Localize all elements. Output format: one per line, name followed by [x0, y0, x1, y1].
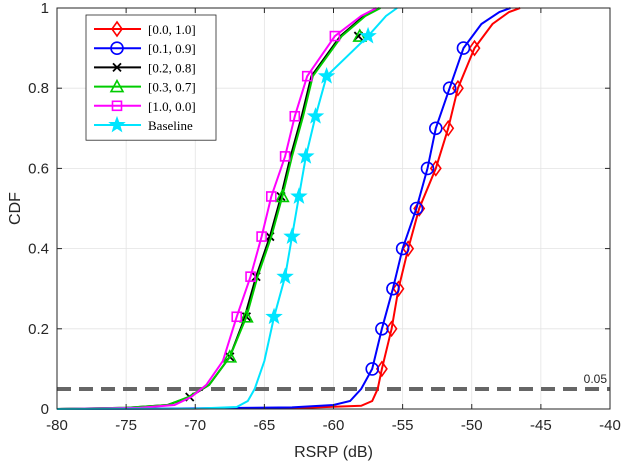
data-point: [290, 187, 308, 204]
x-tick-label: -80: [46, 417, 68, 434]
x-tick-label: -45: [530, 417, 552, 434]
series-5: [56, 7, 377, 410]
series-line: [56, 7, 381, 410]
legend-label: [0.1, 0.9]: [148, 41, 196, 56]
series-line: [56, 7, 377, 410]
data-point: [289, 110, 301, 122]
series-6: [56, 7, 398, 410]
data-point: [279, 151, 291, 162]
data-point: [329, 30, 341, 42]
data-point: [365, 362, 380, 376]
series-layer: [56, 7, 521, 410]
data-point: [306, 107, 325, 124]
legend-label: [0.0, 1.0]: [148, 22, 196, 37]
data-point: [231, 311, 243, 323]
data-point: [420, 161, 435, 176]
x-tick-label: -60: [323, 417, 345, 434]
series-1: [56, 7, 521, 410]
legend-marker: [111, 20, 123, 38]
legend-marker: [112, 62, 122, 73]
legend-marker: [110, 41, 124, 56]
data-point: [301, 70, 313, 82]
legend-label: [0.2, 0.8]: [148, 60, 196, 75]
legend-label: [1.0, 0.0]: [148, 99, 196, 114]
legend-label: Baseline: [148, 118, 193, 133]
data-point: [359, 26, 377, 44]
data-point: [375, 321, 389, 336]
reference-line-label: 0.05: [584, 372, 608, 386]
data-point: [456, 41, 471, 55]
data-point: [442, 81, 457, 95]
legend-entry: Baseline: [94, 115, 193, 133]
marker-stroke: [112, 62, 122, 73]
data-point: [256, 231, 267, 242]
data-point: [265, 307, 283, 325]
data-point: [297, 147, 315, 164]
data-point: [402, 240, 415, 257]
legend-label: [0.3, 0.7]: [148, 80, 196, 95]
y-tick-label: 0: [41, 401, 49, 418]
y-tick-label: 1: [41, 0, 49, 17]
data-point: [222, 349, 238, 363]
data-point: [395, 241, 410, 256]
legend-entry: [0.1, 0.9]: [94, 41, 196, 56]
legend-marker: [109, 78, 125, 93]
data-point: [265, 191, 277, 202]
x-tick-label: -50: [461, 417, 483, 434]
data-point: [276, 267, 294, 285]
x-tick-label: -40: [599, 417, 621, 434]
axes-layer: -80 -75 -70 -65 -60 -55 -50 -45 -40 0 0.2 0.4 0.6 0.8…: [7, 0, 621, 461]
data-point: [274, 188, 290, 203]
y-axis-label: CDF: [7, 192, 24, 225]
legend-entry: [0.2, 0.8]: [94, 60, 196, 75]
series-line: [56, 7, 398, 410]
series-line: [56, 7, 511, 410]
x-tick-label: -75: [115, 417, 137, 434]
y-tick-label: 0.6: [28, 160, 49, 177]
data-point: [283, 227, 301, 244]
y-tick-label: 0.2: [28, 321, 49, 338]
data-point: [392, 280, 405, 298]
legend-entry: [0.0, 1.0]: [94, 20, 196, 38]
data-point: [429, 121, 443, 136]
legend-marker: [108, 115, 126, 133]
data-point: [239, 309, 254, 323]
data-point: [442, 119, 455, 137]
legend-entry: [1.0, 0.0]: [94, 99, 196, 114]
data-point: [468, 39, 481, 57]
legend-entry: [0.3, 0.7]: [94, 78, 196, 95]
legend: [0.0, 1.0] [0.1, 0.9] [0.2, 0.8] [0.3, 0.7]…: [85, 14, 217, 141]
data-point: [245, 271, 256, 282]
x-tick-label: -65: [254, 417, 276, 434]
legend-marker: [111, 100, 123, 112]
data-point: [409, 201, 424, 216]
reference-line-layer: 0.05: [57, 372, 610, 391]
x-tick-label: -70: [184, 417, 206, 434]
legend-box: [85, 14, 217, 141]
data-point: [386, 281, 400, 296]
y-tick-label: 0.4: [28, 241, 49, 258]
series-4: [56, 7, 381, 410]
y-tick-label: 0.8: [28, 80, 49, 97]
data-point: [317, 67, 336, 84]
x-tick-label: -55: [392, 417, 414, 434]
series-2: [56, 7, 511, 410]
x-axis-label: RSRP (dB): [294, 444, 373, 461]
